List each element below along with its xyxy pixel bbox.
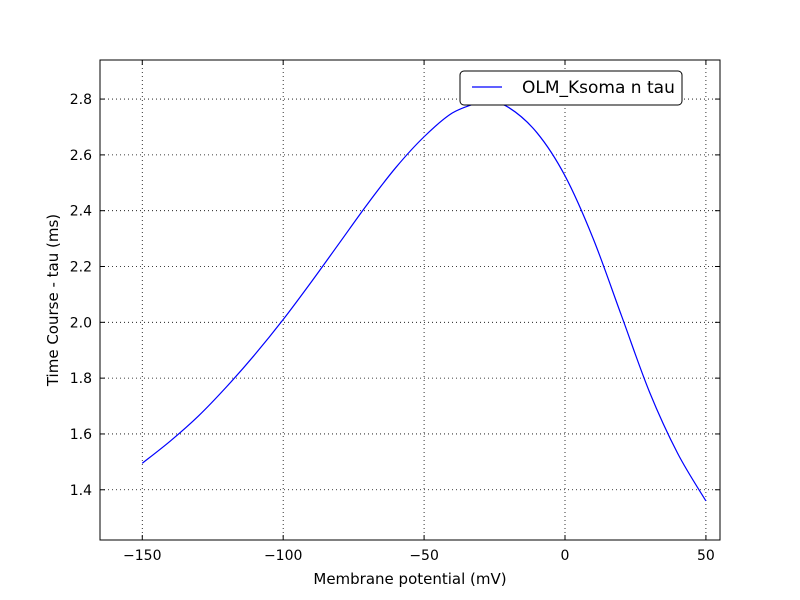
series-line <box>141 99 707 502</box>
y-tick-label: 1.4 <box>70 483 92 499</box>
series-layer <box>141 99 707 502</box>
y-tick-label: 2.6 <box>70 148 92 164</box>
legend-box <box>459 70 683 106</box>
y-tick-label: 1.8 <box>70 371 92 387</box>
plot-frame <box>99 59 721 541</box>
y-tick-label: 2.8 <box>70 92 92 108</box>
legend: OLM_Ksoma n tau <box>459 70 683 106</box>
legend-label: OLM_Ksoma n tau <box>522 78 675 98</box>
grid <box>100 60 720 540</box>
x-tick-label: 50 <box>697 548 715 564</box>
ticks: −150 −100 −50 0 50 1.4 1.6 1.8 2.0 2.2 2.4 2.6 2.8 <box>70 60 720 564</box>
y-axis-label: Time Course - tau (ms) <box>44 214 62 387</box>
x-tick-label: −50 <box>409 548 439 564</box>
y-tick-label: 2.2 <box>70 260 92 276</box>
x-tick-label: −100 <box>264 548 302 564</box>
y-tick-label: 2.0 <box>70 315 92 331</box>
x-tick-label: −150 <box>123 548 161 564</box>
y-tick-label: 1.6 <box>70 427 92 443</box>
x-axis-label: Membrane potential (mV) <box>313 570 506 588</box>
y-tick-label: 2.4 <box>70 204 92 220</box>
x-tick-label: 0 <box>561 548 570 564</box>
